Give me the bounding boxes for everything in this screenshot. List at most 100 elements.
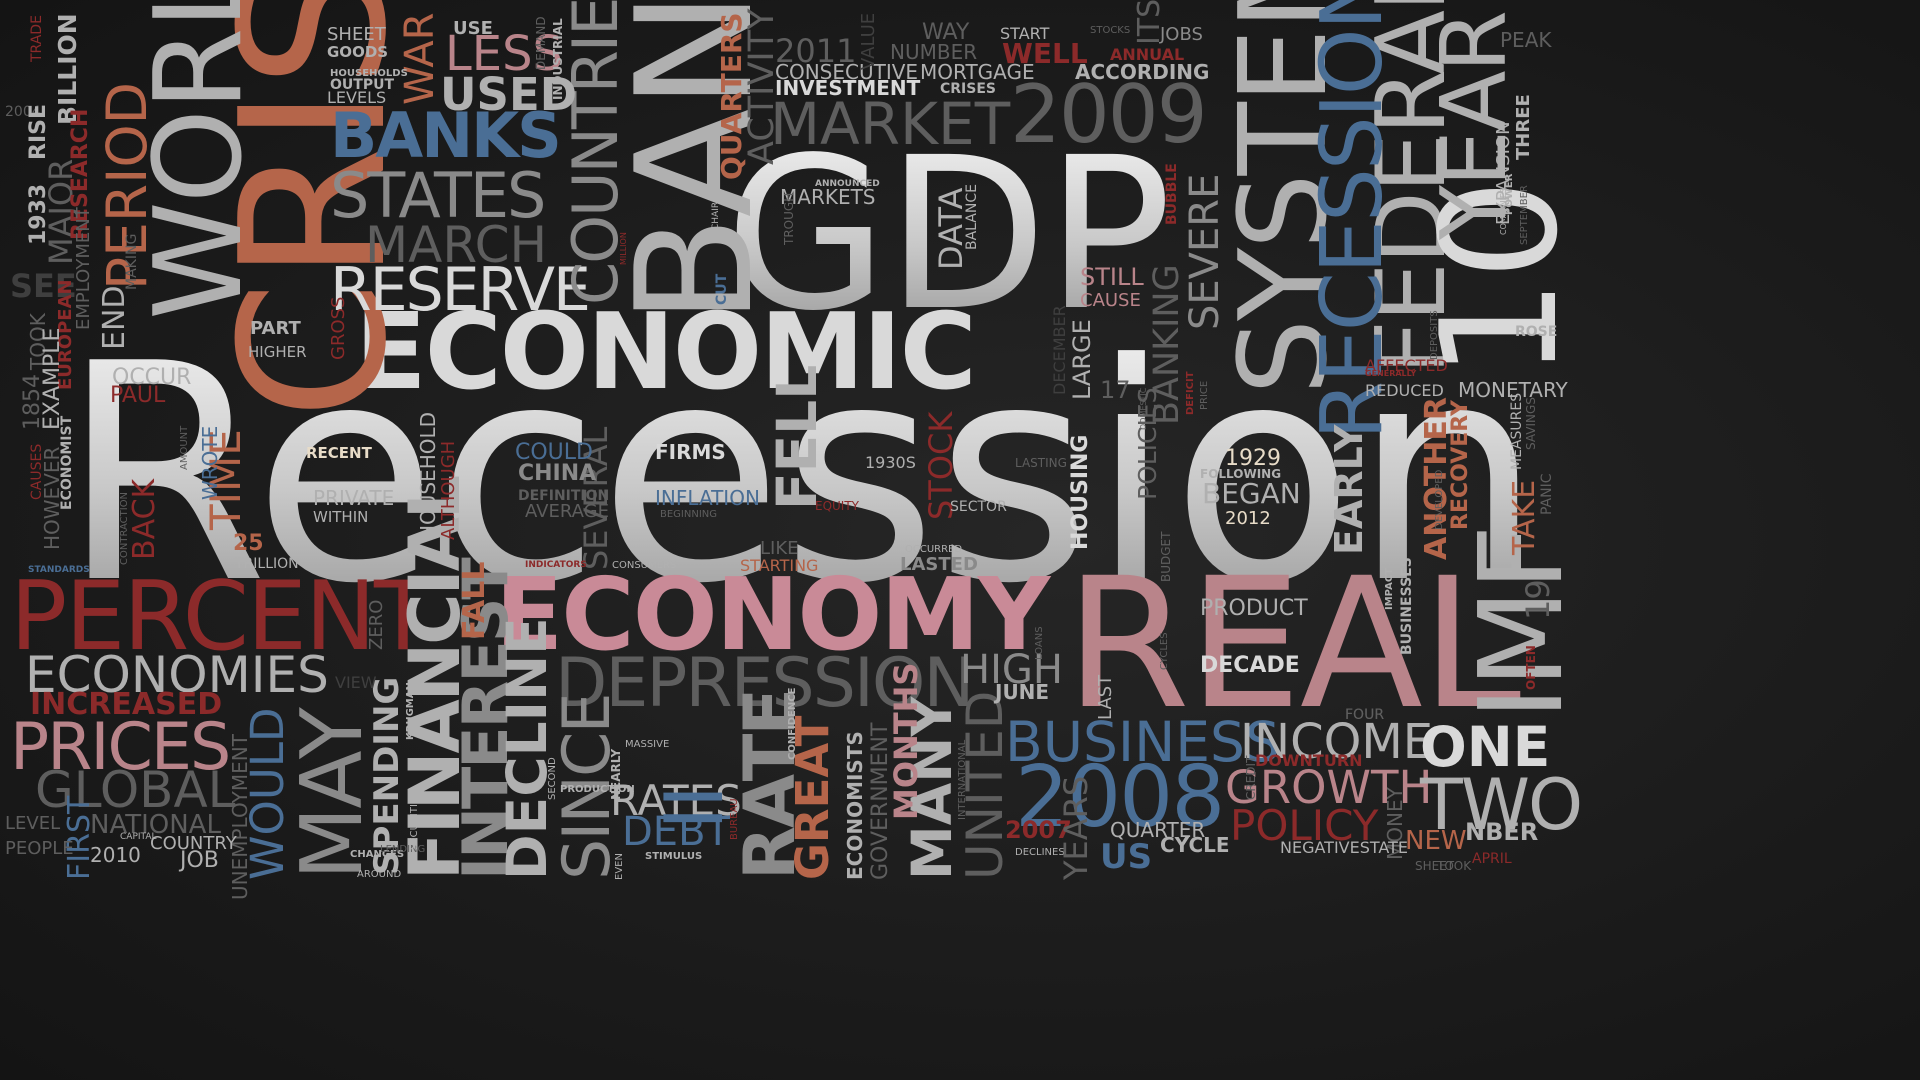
word-1933: 1933 [26, 183, 51, 245]
word-2011: 2011 [775, 32, 857, 70]
word-paul: PAUL [110, 383, 166, 408]
word-often: OFTEN [1524, 645, 1538, 690]
word-decade: DECADE [1200, 653, 1300, 678]
word-equity: EQUITY [815, 499, 860, 513]
word-recovery: RECOVERY [1448, 400, 1473, 530]
word-2008: 2008 [1015, 748, 1225, 847]
word-beginning: BEGINNING [660, 509, 718, 520]
word-china: CHINA [518, 461, 597, 486]
word-number: NUMBER [890, 40, 978, 64]
word-one: ONE [1420, 715, 1551, 779]
word-production: PRODUCTION [560, 784, 635, 795]
word-reduced: REDUCED [1365, 381, 1444, 400]
word-product: PRODUCT [1200, 596, 1308, 621]
word-measures: MEASURES [1509, 392, 1525, 470]
word-see: SEE [10, 267, 77, 305]
word-downturn: DOWNTURN [1255, 751, 1363, 770]
word-years: YEARS [1057, 775, 1095, 880]
word-country: COUNTRY [150, 833, 237, 854]
word-consumers: CONSUMERS [612, 560, 677, 571]
word-its: ITS [1132, 0, 1167, 45]
word-sheet: SHEET [1415, 859, 1455, 873]
word-three: THREE [1513, 94, 1534, 160]
word-amount: AMOUNT [179, 425, 190, 470]
word-monetary: MONETARY [1458, 378, 1568, 402]
word-gross: GROSS [328, 296, 349, 360]
word-indicators: INDICATORS [525, 560, 587, 570]
word-following: FOLLOWING [1200, 467, 1282, 481]
word-declines: DECLINES [1015, 847, 1065, 858]
word-high: HIGH [960, 647, 1063, 693]
word-december: DECEMBER [1050, 305, 1069, 395]
word-sheet: SHEET [327, 24, 386, 45]
word-ii: II [648, 786, 741, 830]
word-standards: STANDARDS [28, 565, 90, 575]
word-deficit: DEFICIT [1185, 371, 1196, 415]
word-impact: IMPACT [1384, 568, 1395, 610]
word-june: JUNE [995, 680, 1050, 704]
word-way: WAY [922, 20, 970, 45]
word-within: WITHIN [313, 508, 369, 526]
word-markets: MARKETS [780, 185, 876, 209]
word-balance: BALANCE [964, 184, 980, 250]
word-two: TWO [1420, 764, 1583, 846]
word-national: NATIONAL [90, 810, 221, 840]
word-private: PRIVATE [313, 486, 395, 510]
word-even: EVEN [614, 853, 625, 880]
word-new: NEW [1405, 826, 1467, 856]
word-wrote: WROTE [198, 425, 222, 500]
word-trillion: TRILLION [235, 556, 299, 572]
word-business: BUSINESS [1005, 710, 1280, 774]
word-announced: ANNOUNCED [815, 179, 880, 189]
word-savings: SAVINGS [1524, 397, 1538, 450]
word-policy: POLICY [1230, 801, 1379, 850]
word-stimulus: STIMULUS [645, 851, 703, 862]
word-took: TOOK [1437, 859, 1472, 873]
word-cut: CUT [714, 273, 730, 305]
word-definition: DEFINITION [518, 488, 610, 504]
word-annual: ANNUAL [1110, 45, 1185, 64]
word-recent: RECENT [306, 444, 372, 462]
word-rise: RISE [26, 104, 51, 160]
word-percent: PERCENT [10, 562, 432, 672]
word-like: LIKE [760, 538, 799, 559]
word-example: EXAMPLE [40, 327, 65, 430]
word-demand: DEMAND [534, 16, 548, 70]
word-higher: HIGHER [248, 343, 307, 361]
word-reserve: RESERVE [330, 255, 591, 325]
word-us: US [1100, 837, 1153, 877]
word-changes: CHANGES [350, 849, 405, 860]
word-months: MONTHS [887, 662, 925, 820]
word-25: 25 [233, 531, 264, 556]
word-rose: ROSE [1515, 324, 1558, 340]
word-cycles: CYCLES [1159, 632, 1170, 670]
word-nber: NBER [1465, 818, 1539, 846]
word-19: 19 [1519, 579, 1557, 620]
word-starting: STARTING [740, 556, 819, 575]
word-economists: ECONOMISTS [843, 731, 867, 880]
word-value: VALUE [858, 12, 879, 70]
word-firms: FIRMS [655, 440, 726, 464]
word-goods: GOODS [327, 43, 389, 61]
word-around: AROUND [357, 869, 402, 880]
word-unemployment: UNEMPLOYMENT [228, 734, 252, 900]
word-less: LESS [445, 26, 564, 82]
word-back: BACK [127, 478, 162, 560]
word-lasting: LASTING [1015, 456, 1067, 470]
word-bureau: BUREAU [729, 798, 740, 840]
word-data: DATA [932, 187, 970, 270]
word-deposits: DEPOSITS [1429, 310, 1440, 360]
word-early: EARLY [1327, 424, 1371, 555]
word-consecutive: CONSECUTIVE [775, 60, 919, 84]
word-krugman: KRUGMAN [405, 682, 416, 740]
word-sector: SECTOR [950, 499, 1007, 515]
word-states: STATES [330, 159, 546, 232]
word-cause: CAUSE [1080, 290, 1141, 311]
word-decline: DECLINE [495, 617, 559, 880]
word-million: MILLION [619, 232, 628, 265]
word-capital: CAPITAL [120, 832, 157, 842]
word-trade: TRADE [29, 15, 45, 62]
word-household: HOUSEHOLD [416, 411, 440, 540]
word-banks: BANKS [330, 99, 562, 172]
